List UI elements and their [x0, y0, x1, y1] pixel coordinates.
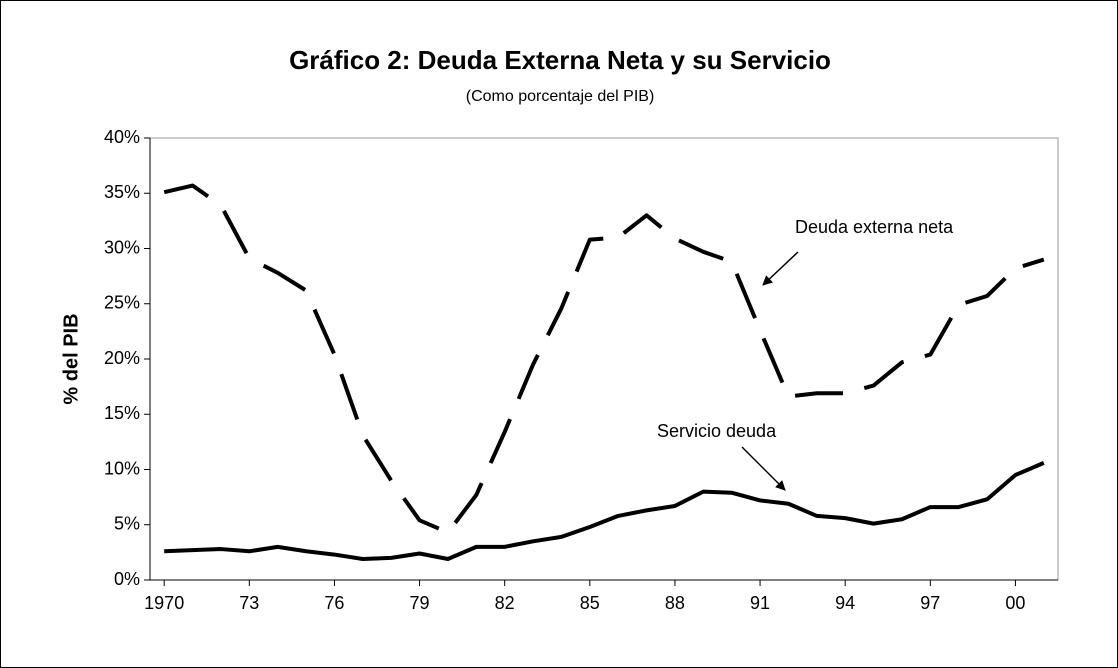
series-line — [164, 461, 1045, 562]
x-tick-label: 85 — [580, 593, 600, 613]
y-tick-label: 0% — [114, 569, 140, 589]
x-tick-label: 76 — [324, 593, 344, 613]
y-tick-label: 30% — [104, 237, 140, 257]
y-tick-label: 20% — [104, 348, 140, 368]
y-tick-label: 15% — [104, 403, 140, 423]
series-line — [163, 183, 1045, 535]
y-tick-label: 10% — [104, 458, 140, 478]
x-tick-label: 73 — [239, 593, 259, 613]
x-tick-label: 97 — [920, 593, 940, 613]
annotation: Deuda externa neta — [795, 217, 954, 237]
y-axis-label: % del PIB — [60, 313, 82, 404]
x-tick-label: 82 — [495, 593, 515, 613]
annotation-arrow — [762, 251, 799, 286]
y-tick-label: 40% — [104, 127, 140, 147]
y-tick-label: 25% — [104, 293, 140, 313]
annotation-arrow — [741, 446, 786, 491]
y-tick-label: 5% — [114, 514, 140, 534]
x-tick-label: 79 — [410, 593, 430, 613]
y-tick-label: 35% — [104, 182, 140, 202]
x-tick-label: 94 — [835, 593, 855, 613]
chart-title: Gráfico 2: Deuda Externa Neta y su Servi… — [289, 45, 831, 75]
chart-subtitle: (Como porcentaje del PIB) — [466, 88, 655, 105]
x-tick-label: 91 — [750, 593, 770, 613]
x-tick-label: 1970 — [144, 593, 184, 613]
x-tick-label: 88 — [665, 593, 685, 613]
x-tick-label: 00 — [1005, 593, 1025, 613]
annotation: Servicio deuda — [657, 421, 777, 441]
